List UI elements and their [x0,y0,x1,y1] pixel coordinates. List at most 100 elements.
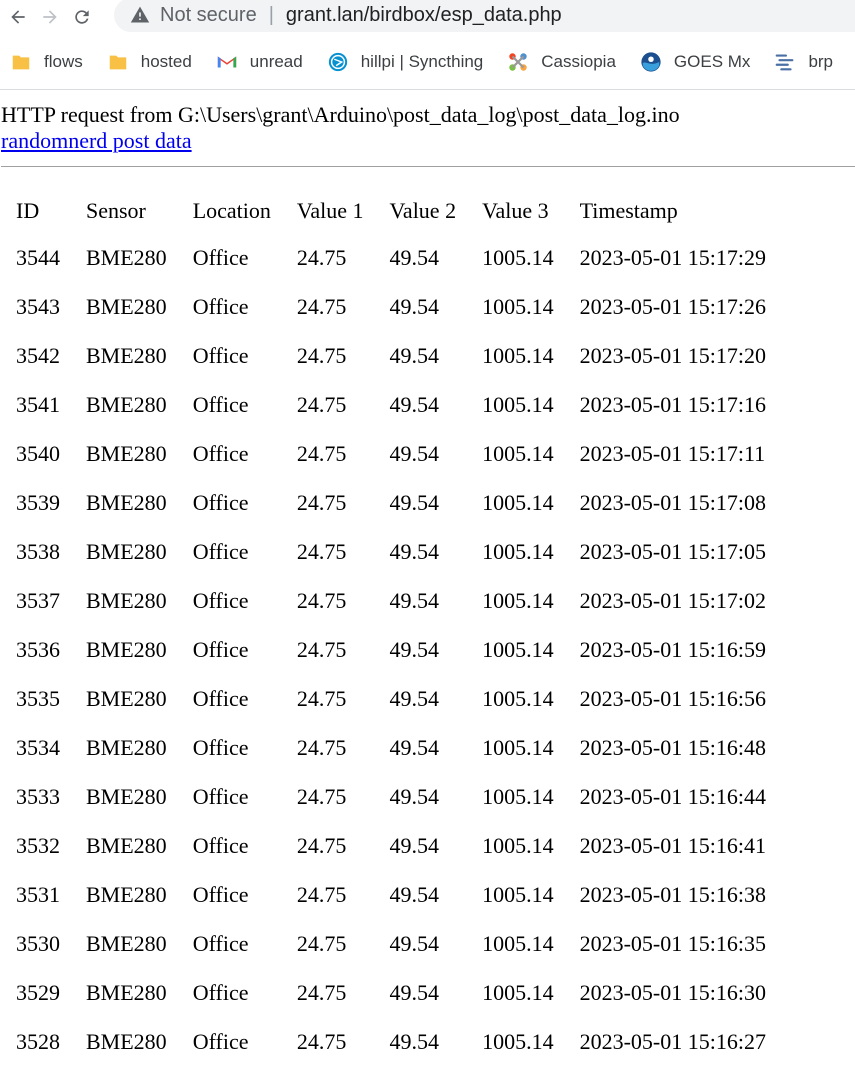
cell-value3: 1005.14 [482,391,554,417]
cell-id: 3544 [16,244,60,270]
security-label: Not secure [160,3,257,26]
cell-timestamp: 2023-05-01 15:16:38 [579,881,766,907]
table-row: 3532 BME280 Office 24.75 49.54 1005.14 2023-05… [4,822,778,869]
cell-value2: 49.54 [389,636,439,662]
column-header-location: Location [192,197,271,223]
cell-timestamp: 2023-05-01 15:17:08 [579,489,766,515]
cell-value1: 24.75 [296,293,347,319]
cell-timestamp: 2023-05-01 15:17:16 [579,391,766,417]
address-bar[interactable]: Not secure | grant.lan/birdbox/esp_data.… [114,0,855,32]
bookmark-hosted[interactable]: hosted [107,51,192,73]
cell-location: Office [192,440,249,466]
cell-sensor: BME280 [86,979,167,1005]
cell-sensor: BME280 [86,685,167,711]
cell-value3: 1005.14 [482,489,554,515]
column-header-value1: Value 1 [296,197,364,223]
cell-value2: 49.54 [389,783,439,809]
cell-location: Office [192,587,249,613]
cell-timestamp: 2023-05-01 15:17:29 [579,244,766,270]
cell-value3: 1005.14 [482,293,554,319]
bookmark-syncthing[interactable]: hillpi | Syncthing [327,51,484,73]
cell-value2: 49.54 [389,930,439,956]
cell-sensor: BME280 [86,244,167,270]
cell-location: Office [192,391,249,417]
url-text: grant.lan/birdbox/esp_data.php [285,3,562,26]
cell-location: Office [192,293,249,319]
table-row: 3539 BME280 Office 24.75 49.54 1005.14 2023-05… [4,479,778,526]
cell-timestamp: 2023-05-01 15:17:20 [579,342,766,368]
cell-id: 3535 [16,685,60,711]
syncthing-icon [327,51,349,73]
cell-value3: 1005.14 [482,783,554,809]
brp-icon [774,51,796,73]
cell-location: Office [192,636,249,662]
cell-sensor: BME280 [86,587,167,613]
column-header-value3: Value 3 [482,197,549,223]
cell-id: 3539 [16,489,60,515]
cell-value2: 49.54 [389,881,439,907]
cell-value2: 49.54 [389,685,439,711]
cell-value1: 24.75 [296,440,347,466]
cell-timestamp: 2023-05-01 15:17:05 [579,538,766,564]
bookmark-unread[interactable]: unread [216,51,303,73]
bookmark-cassiopia[interactable]: Cassiopia [507,51,616,73]
cell-sensor: BME280 [86,930,167,956]
cell-sensor: BME280 [86,783,167,809]
cell-sensor: BME280 [86,440,167,466]
cell-id: 3543 [16,293,60,319]
cell-location: Office [192,930,249,956]
reload-button[interactable] [68,3,96,31]
cell-value3: 1005.14 [482,538,554,564]
table-row: 3544 BME280 Office 24.75 49.54 1005.14 2023-05… [4,234,778,281]
cell-value3: 1005.14 [482,244,554,270]
table-row: 3542 BME280 Office 24.75 49.54 1005.14 2023-05… [4,332,778,379]
cell-timestamp: 2023-05-01 15:16:59 [579,636,766,662]
cell-sensor: BME280 [86,832,167,858]
cell-id: 3528 [16,1028,60,1054]
cell-location: Office [192,342,249,368]
cell-timestamp: 2023-05-01 15:16:30 [579,979,766,1005]
cell-id: 3533 [16,783,60,809]
cell-value3: 1005.14 [482,440,554,466]
noaa-icon [640,51,662,73]
cell-timestamp: 2023-05-01 15:17:11 [579,440,766,466]
forward-button[interactable] [36,3,64,31]
table-header-row: ID Sensor Location Value 1 Value 2 Value… [4,193,778,232]
bookmark-label: hillpi | Syncthing [360,51,484,71]
cell-value3: 1005.14 [482,734,554,760]
cell-value2: 49.54 [389,1028,439,1054]
cell-value3: 1005.14 [482,1028,554,1054]
bookmark-goes-mx[interactable]: GOES Mx [640,51,750,73]
cell-id: 3541 [16,391,60,417]
column-header-value2: Value 2 [389,197,457,223]
table-row: 3541 BME280 Office 24.75 49.54 1005.14 2023-05… [4,381,778,428]
folder-icon [107,51,129,73]
cell-location: Office [192,489,249,515]
cell-value1: 24.75 [296,832,347,858]
cell-id: 3537 [16,587,60,613]
page-content: HTTP request from G:\Users\grant\Arduino… [0,102,855,1067]
request-source-text: HTTP request from G:\Users\grant\Arduino… [1,102,680,127]
cell-sensor: BME280 [86,636,167,662]
cell-sensor: BME280 [86,1028,167,1054]
cell-value1: 24.75 [296,587,347,613]
forward-arrow-icon [43,10,57,24]
bookmark-brp[interactable]: brp [774,51,833,73]
cell-value2: 49.54 [389,391,439,417]
bookmark-flows[interactable]: flows [10,51,83,73]
divider [1,166,855,167]
cell-value1: 24.75 [296,489,347,515]
bookmark-label: brp [808,51,834,71]
reload-icon [75,10,89,24]
cell-value3: 1005.14 [482,930,554,956]
randomnerd-post-link[interactable]: randomnerd post data [1,128,192,153]
url-separator: | [268,3,274,26]
folder-icon [10,51,32,73]
column-header-timestamp: Timestamp [579,197,678,223]
cell-value3: 1005.14 [482,636,554,662]
cell-value2: 49.54 [389,832,439,858]
table-row: 3528 BME280 Office 24.75 49.54 1005.14 2023-05… [4,1018,778,1065]
table-row: 3537 BME280 Office 24.75 49.54 1005.14 2023-05… [4,577,778,624]
back-button[interactable] [4,3,32,31]
table-row: 3531 BME280 Office 24.75 49.54 1005.14 2023-05… [4,871,778,918]
